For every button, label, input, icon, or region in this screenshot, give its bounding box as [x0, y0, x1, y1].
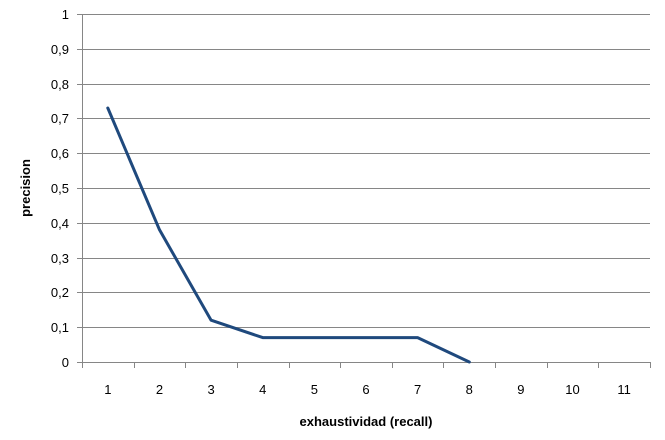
- tick-labels: 00,10,20,30,40,50,60,70,80,911 2 3 4 5 6 7 8 9 10…: [51, 7, 631, 397]
- x-tick-label: 5: [311, 382, 318, 397]
- y-tick-label: 0,8: [51, 77, 69, 92]
- x-tick-label: 9: [517, 382, 524, 397]
- y-tick-label: 0,6: [51, 146, 69, 161]
- axes: [77, 14, 651, 368]
- y-tick-label: 1: [62, 7, 69, 22]
- x-tick-label: 8: [466, 382, 473, 397]
- x-axis-title: exhaustividad (recall): [300, 414, 433, 429]
- series-line: [106, 106, 471, 364]
- y-tick-label: 0: [62, 355, 69, 370]
- x-tick-label: 11: [617, 382, 631, 397]
- x-tick-label: 10: [565, 382, 579, 397]
- x-tick-label: 7: [414, 382, 421, 397]
- y-tick-label: 0,2: [51, 285, 69, 300]
- y-tick-label: 0,9: [51, 42, 69, 57]
- x-tick-label: 4: [259, 382, 266, 397]
- y-tick-label: 0,5: [51, 181, 69, 196]
- y-tick-label: 0,3: [51, 251, 69, 266]
- x-tick-label: 3: [207, 382, 214, 397]
- x-tick-label: 1: [104, 382, 111, 397]
- y-tick-label: 0,7: [51, 111, 69, 126]
- gridlines: [82, 14, 650, 328]
- y-tick-label: 0,1: [51, 320, 69, 335]
- y-axis-title: precision: [18, 159, 33, 217]
- series-group: [106, 106, 471, 364]
- x-tick-label: 2: [156, 382, 163, 397]
- y-tick-label: 0,4: [51, 216, 69, 231]
- x-tick-label: 6: [362, 382, 369, 397]
